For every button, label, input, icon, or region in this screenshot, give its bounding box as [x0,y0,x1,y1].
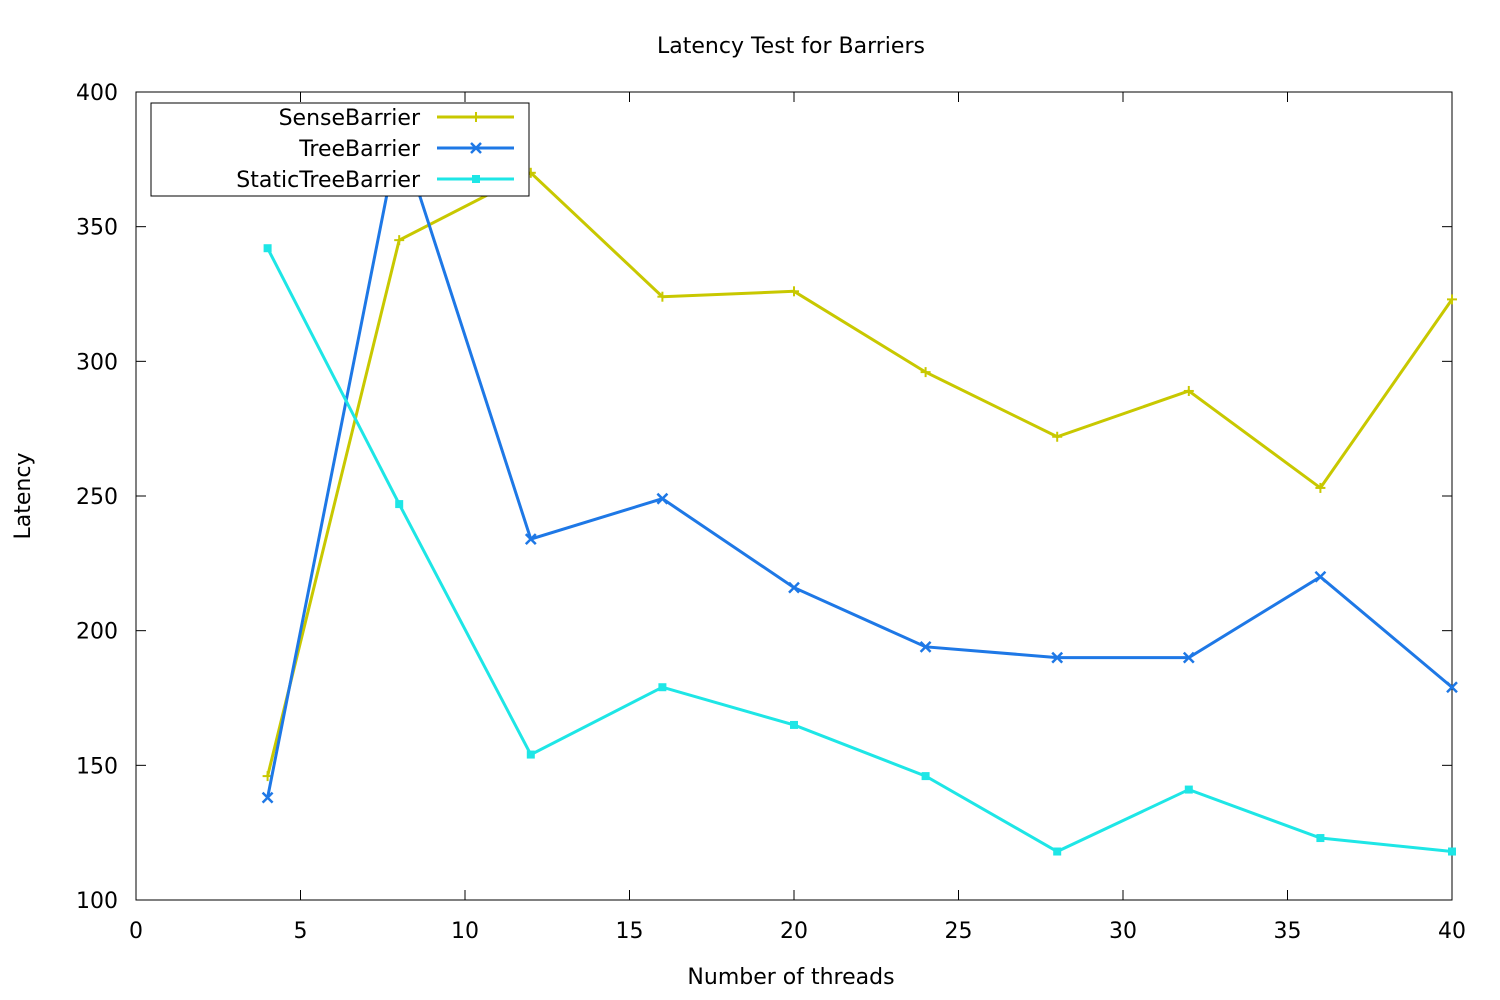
y-axis-label: Latency [11,453,36,540]
data-point [658,683,667,692]
data-point [921,772,930,781]
y-tick-label: 400 [76,81,118,106]
y-tick-label: 300 [76,350,118,375]
data-point [261,791,274,804]
data-point [1314,570,1327,583]
data-point [919,640,932,653]
x-tick-label: 30 [1109,919,1137,944]
marker-stroke [919,640,932,653]
marker-stroke [1051,651,1064,664]
y-tick-label: 200 [76,620,118,645]
marker-stroke [1446,681,1458,694]
data-point [263,244,272,253]
data-point [524,533,537,545]
marker-stroke [656,492,669,505]
y-tick-label: 350 [76,216,118,241]
legend-label: StaticTreeBarrier [236,168,421,193]
data-point [1051,651,1064,664]
chart-title: Latency Test for Barriers [657,34,925,59]
legend-label: TreeBarrier [298,137,421,162]
y-tick-label: 250 [76,485,118,510]
axis-tick-labels: 0 5 10 15 20 25 30 35 40 100 150 200 250 300 350 400 [76,81,1466,944]
data-point [1053,847,1062,856]
data-point [1316,834,1325,843]
data-point [1182,651,1195,664]
data-point [1183,385,1194,396]
x-tick-label: 5 [294,919,308,944]
legend-marker [472,175,480,183]
data-point [788,581,800,594]
x-tick-label: 25 [945,919,973,944]
data-point [1447,294,1457,305]
marker-stroke [470,142,482,154]
series-line [266,170,1454,777]
legend-marker [470,142,482,154]
data-point [920,367,931,378]
axis-ticks [135,91,1453,901]
legend: SenseBarrier TreeBarrier StaticTreeBarrier [150,102,530,197]
plot-frame [135,91,1453,901]
x-tick-label: 35 [1274,919,1302,944]
series-statictreebarrier [263,244,1456,856]
y-tick-label: 150 [76,754,118,779]
data-point [1315,482,1326,493]
marker-stroke [1314,570,1327,583]
legend-marker [471,112,481,122]
data-point [789,286,799,297]
x-tick-label: 40 [1438,919,1466,944]
y-tick-label: 100 [76,889,118,914]
series-layer [261,126,1458,856]
x-tick-label: 0 [129,919,143,944]
legend-label: SenseBarrier [279,106,421,131]
marker-stroke [788,581,800,594]
series-treebarrier [261,126,1458,804]
marker-stroke [524,533,537,545]
marker-stroke [261,791,274,804]
data-point [395,500,404,509]
x-tick-label: 20 [780,919,808,944]
data-point [526,750,535,759]
data-point [657,291,668,302]
data-point [394,235,405,246]
data-point [790,720,798,729]
series-sensebarrier [262,167,1457,782]
series-line [266,247,1453,854]
data-point [656,492,669,505]
data-point [1448,847,1456,856]
marker-stroke [1182,651,1195,664]
data-point [1184,785,1193,794]
x-tick-label: 10 [451,919,479,944]
data-point [1446,681,1458,694]
data-point [1052,431,1063,442]
x-tick-label: 15 [616,919,644,944]
x-axis-label: Number of threads [687,965,894,990]
series-line [266,126,1453,798]
